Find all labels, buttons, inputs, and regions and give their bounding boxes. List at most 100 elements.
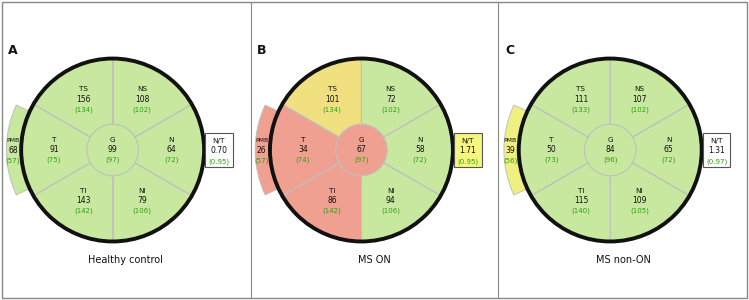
Text: (134): (134)	[323, 106, 342, 112]
Text: PMB: PMB	[255, 139, 268, 143]
Text: G: G	[359, 137, 364, 143]
Text: (74): (74)	[296, 157, 310, 163]
Wedge shape	[610, 58, 689, 137]
Text: PMB: PMB	[6, 139, 19, 143]
Text: (56): (56)	[503, 158, 518, 164]
Text: (105): (105)	[630, 208, 649, 214]
Text: A: A	[8, 44, 18, 57]
Wedge shape	[282, 163, 362, 242]
Text: PMB: PMB	[504, 139, 517, 143]
Text: 79: 79	[137, 196, 147, 205]
Text: T: T	[300, 137, 305, 143]
Text: 39: 39	[506, 146, 515, 155]
Text: 115: 115	[574, 196, 588, 205]
Text: 72: 72	[386, 95, 395, 104]
Circle shape	[336, 124, 387, 176]
Text: (73): (73)	[545, 157, 559, 163]
Wedge shape	[362, 58, 440, 137]
Text: (142): (142)	[74, 208, 93, 214]
Circle shape	[584, 124, 636, 176]
Text: 101: 101	[325, 95, 339, 104]
Text: MS non-ON: MS non-ON	[596, 254, 651, 265]
Wedge shape	[21, 104, 91, 196]
Text: (142): (142)	[323, 208, 342, 214]
Text: G: G	[607, 137, 613, 143]
Wedge shape	[531, 58, 610, 137]
Text: C: C	[506, 44, 515, 57]
Wedge shape	[112, 163, 192, 242]
Text: Healthy control: Healthy control	[88, 254, 163, 265]
Text: 91: 91	[49, 146, 59, 154]
Text: (0.97): (0.97)	[706, 158, 727, 165]
Text: N/T: N/T	[213, 138, 225, 144]
Text: 111: 111	[574, 95, 588, 104]
Text: TI: TI	[329, 188, 336, 194]
Text: N: N	[169, 137, 174, 143]
Text: NI: NI	[387, 188, 395, 194]
Text: N/T: N/T	[461, 138, 474, 144]
Wedge shape	[632, 104, 702, 196]
Text: TS: TS	[577, 86, 586, 92]
Text: (134): (134)	[74, 106, 93, 112]
Wedge shape	[255, 105, 279, 195]
Text: (102): (102)	[133, 106, 151, 112]
Text: NI: NI	[636, 188, 643, 194]
Text: N: N	[666, 137, 672, 143]
Text: TI: TI	[80, 188, 87, 194]
Text: (96): (96)	[603, 157, 617, 163]
Wedge shape	[531, 163, 610, 242]
Text: 50: 50	[547, 146, 557, 154]
Text: 67: 67	[357, 146, 366, 154]
Wedge shape	[282, 58, 362, 137]
Text: TS: TS	[327, 86, 336, 92]
Text: (106): (106)	[133, 208, 151, 214]
Text: TS: TS	[79, 86, 88, 92]
Text: (102): (102)	[381, 106, 400, 112]
Text: 1.71: 1.71	[459, 146, 476, 155]
Text: (97): (97)	[354, 157, 369, 163]
Text: NS: NS	[386, 86, 395, 92]
Wedge shape	[112, 58, 192, 137]
Text: (72): (72)	[413, 157, 427, 163]
Text: (106): (106)	[381, 208, 400, 214]
Text: (57): (57)	[6, 158, 20, 164]
Text: 0.70: 0.70	[210, 146, 228, 155]
Text: NS: NS	[634, 86, 645, 92]
Text: B: B	[257, 44, 267, 57]
Text: 65: 65	[664, 146, 673, 154]
Text: (0.95): (0.95)	[208, 158, 229, 165]
Wedge shape	[610, 163, 689, 242]
Wedge shape	[270, 104, 339, 196]
Wedge shape	[135, 104, 204, 196]
Text: 26: 26	[257, 146, 267, 155]
FancyBboxPatch shape	[205, 133, 233, 167]
Text: 108: 108	[135, 95, 149, 104]
Text: 86: 86	[327, 196, 337, 205]
Circle shape	[87, 124, 139, 176]
FancyBboxPatch shape	[454, 133, 482, 167]
Text: 109: 109	[632, 196, 647, 205]
Text: 156: 156	[76, 95, 91, 104]
FancyBboxPatch shape	[703, 133, 730, 167]
Text: 143: 143	[76, 196, 91, 205]
Wedge shape	[383, 104, 453, 196]
Text: T: T	[550, 137, 554, 143]
Text: G: G	[110, 137, 115, 143]
Text: N: N	[417, 137, 422, 143]
Text: 64: 64	[166, 146, 176, 154]
Text: 1.31: 1.31	[708, 146, 725, 155]
Text: T: T	[52, 137, 56, 143]
Wedge shape	[34, 58, 112, 137]
Text: 68: 68	[8, 146, 18, 155]
Wedge shape	[362, 163, 440, 242]
Text: 34: 34	[298, 146, 308, 154]
Text: (133): (133)	[571, 106, 590, 112]
Wedge shape	[504, 105, 527, 195]
Text: 94: 94	[386, 196, 395, 205]
Wedge shape	[519, 104, 588, 196]
Text: N/T: N/T	[710, 138, 723, 144]
Text: (97): (97)	[106, 157, 120, 163]
Text: (102): (102)	[630, 106, 649, 112]
Text: 99: 99	[108, 146, 118, 154]
Text: MS ON: MS ON	[358, 254, 391, 265]
